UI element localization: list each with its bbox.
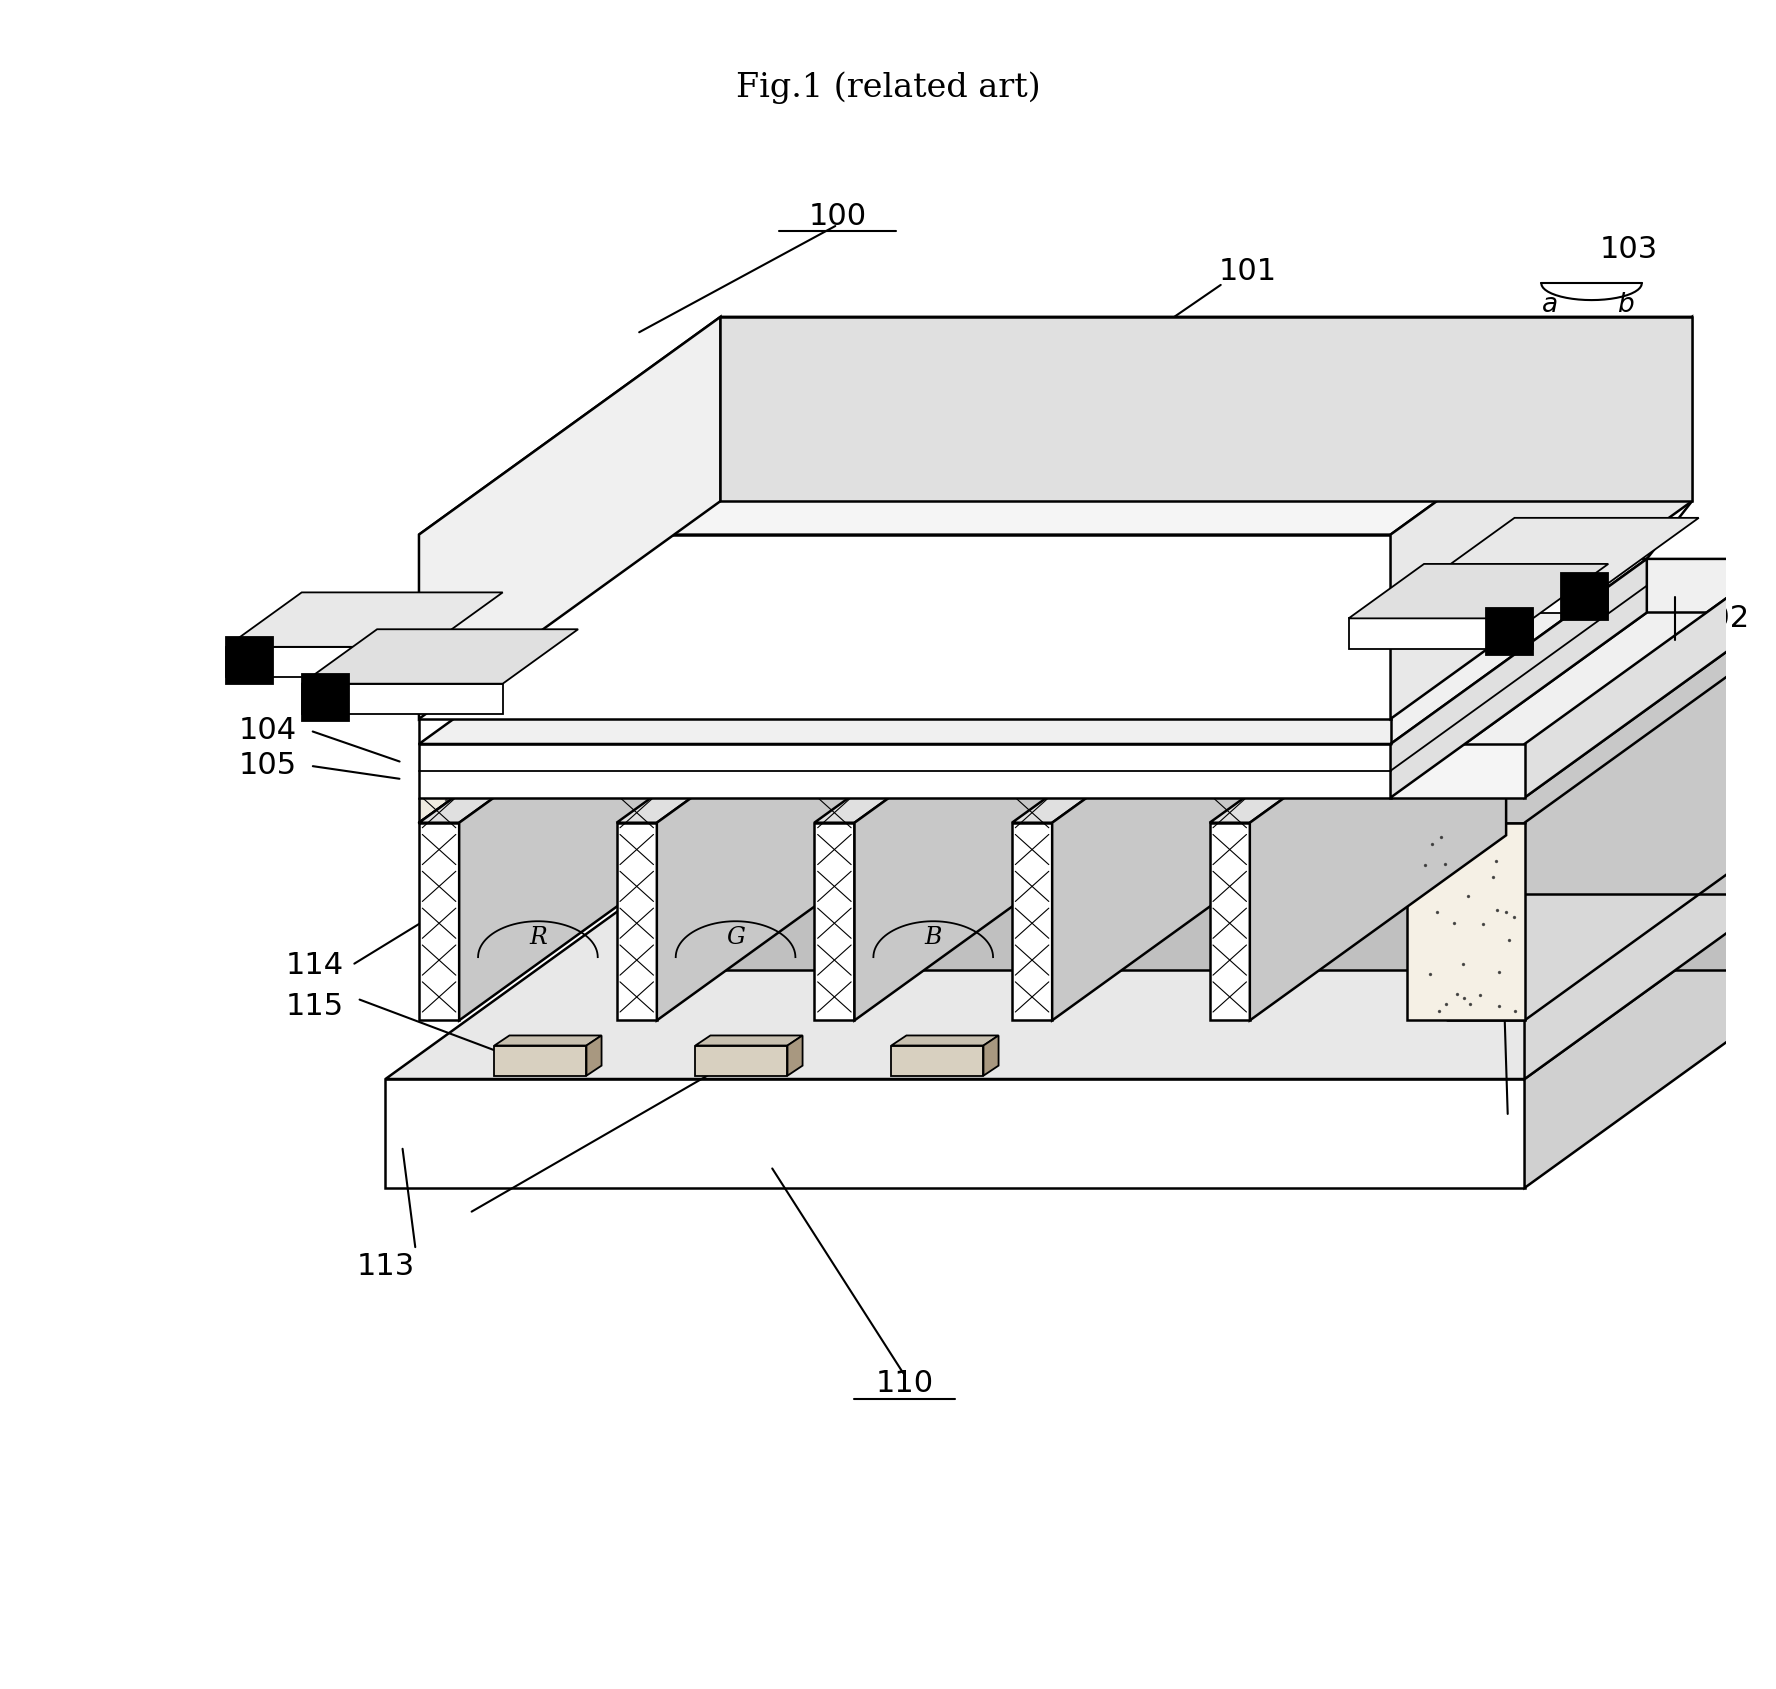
Text: b: b: [1634, 622, 1650, 649]
Polygon shape: [1524, 861, 1776, 1187]
Polygon shape: [696, 1045, 787, 1076]
Polygon shape: [687, 861, 1776, 969]
Polygon shape: [1524, 559, 1776, 1079]
Polygon shape: [696, 1035, 803, 1045]
Text: 102: 102: [1693, 605, 1749, 633]
Polygon shape: [419, 638, 716, 823]
Text: b: b: [1616, 292, 1634, 318]
Polygon shape: [494, 1045, 586, 1076]
Polygon shape: [385, 1079, 1524, 1187]
Polygon shape: [813, 638, 1110, 823]
Polygon shape: [226, 593, 503, 647]
Polygon shape: [854, 638, 1110, 1020]
Polygon shape: [1391, 613, 1776, 797]
Polygon shape: [1012, 638, 1309, 823]
Text: a: a: [1542, 292, 1558, 318]
Text: 103: 103: [1598, 235, 1657, 265]
Polygon shape: [419, 559, 1646, 743]
Polygon shape: [419, 743, 1391, 797]
Polygon shape: [1209, 823, 1250, 1020]
Text: 104: 104: [240, 716, 297, 745]
Text: 115: 115: [286, 993, 345, 1022]
Polygon shape: [1424, 519, 1700, 583]
Text: G: G: [726, 926, 744, 949]
Polygon shape: [1391, 559, 1776, 743]
Polygon shape: [1391, 559, 1646, 797]
Polygon shape: [1348, 564, 1609, 618]
Polygon shape: [721, 318, 1693, 502]
Polygon shape: [1487, 608, 1533, 655]
Polygon shape: [419, 638, 1703, 823]
Polygon shape: [641, 559, 1776, 893]
Text: 111: 111: [1495, 679, 1554, 708]
Polygon shape: [226, 637, 274, 684]
Text: 110: 110: [876, 1370, 934, 1398]
Polygon shape: [616, 823, 657, 1020]
Polygon shape: [419, 613, 675, 823]
Polygon shape: [419, 823, 460, 1020]
Text: a: a: [1634, 578, 1650, 603]
Polygon shape: [892, 1035, 998, 1045]
Text: 112: 112: [1597, 738, 1653, 767]
Polygon shape: [586, 1035, 602, 1076]
Polygon shape: [1561, 573, 1609, 620]
Polygon shape: [787, 1035, 803, 1076]
Text: 101: 101: [1218, 257, 1277, 285]
Polygon shape: [1524, 559, 1776, 797]
Polygon shape: [616, 638, 913, 823]
Polygon shape: [1209, 638, 1506, 823]
Text: R: R: [529, 926, 547, 949]
Polygon shape: [657, 638, 913, 1020]
Polygon shape: [419, 318, 721, 720]
Polygon shape: [302, 674, 348, 721]
Polygon shape: [1051, 638, 1309, 1020]
Polygon shape: [460, 638, 716, 1020]
Polygon shape: [385, 861, 1776, 1079]
Text: 113: 113: [357, 1252, 414, 1282]
Polygon shape: [419, 318, 1693, 535]
Polygon shape: [1348, 618, 1533, 649]
Polygon shape: [1424, 583, 1609, 613]
Polygon shape: [1391, 318, 1693, 720]
Text: 105: 105: [240, 752, 297, 780]
Polygon shape: [1250, 638, 1506, 1020]
Polygon shape: [984, 1035, 998, 1076]
Polygon shape: [1407, 823, 1524, 1020]
Polygon shape: [1012, 823, 1051, 1020]
Polygon shape: [226, 647, 428, 677]
Text: 114: 114: [286, 951, 345, 980]
Polygon shape: [892, 1045, 984, 1076]
Polygon shape: [813, 823, 854, 1020]
Polygon shape: [1391, 743, 1524, 797]
Text: Fig.1 (related art): Fig.1 (related art): [735, 71, 1041, 103]
Polygon shape: [419, 535, 1391, 720]
Polygon shape: [494, 1035, 602, 1045]
Polygon shape: [302, 630, 579, 684]
Text: B: B: [925, 926, 941, 949]
Polygon shape: [302, 684, 503, 714]
Text: 100: 100: [808, 201, 867, 231]
